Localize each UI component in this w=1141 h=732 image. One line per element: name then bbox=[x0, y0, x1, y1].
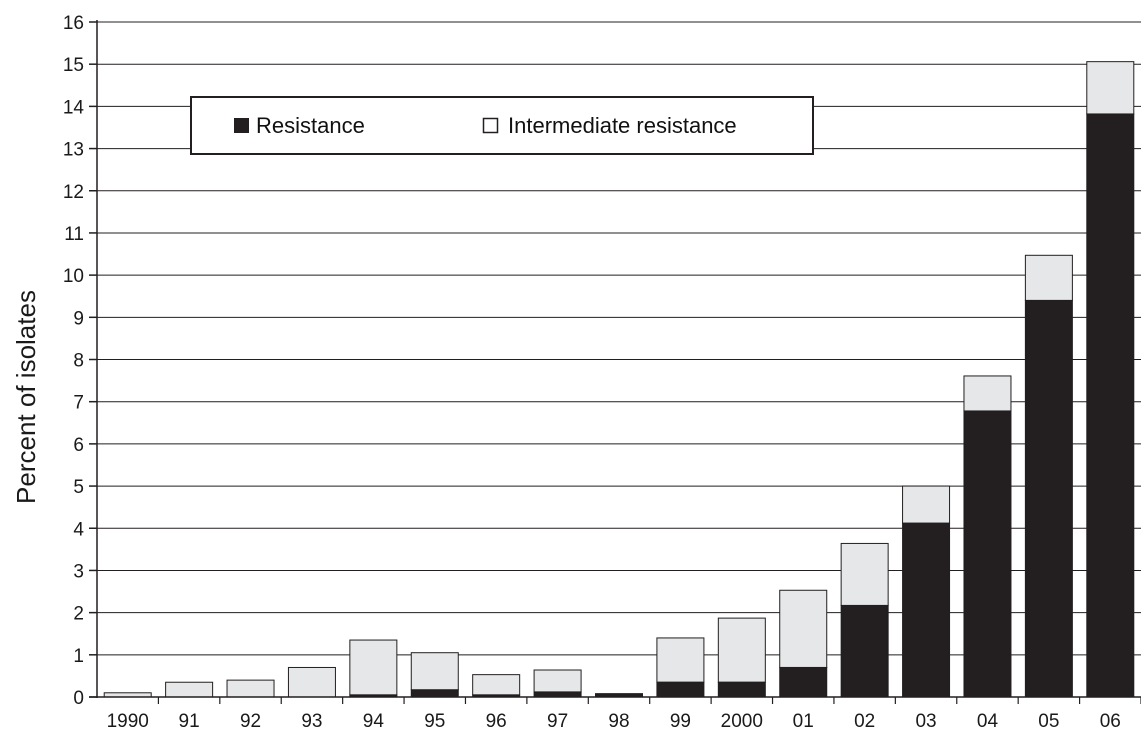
bar-resistance bbox=[1024, 299, 1073, 698]
x-tick-labels: 1990 91 92 93 94 95 96 97 98 99 2000 01 02 03 04 05 06 bbox=[107, 711, 1121, 732]
x-tick-label: 04 bbox=[977, 711, 999, 732]
x-tick-label: 05 bbox=[1038, 711, 1059, 732]
bar-intermediate-resistance bbox=[902, 485, 951, 524]
bar-intermediate-resistance bbox=[717, 617, 766, 683]
bar-intermediate-resistance bbox=[1024, 254, 1073, 301]
x-tick-label: 96 bbox=[486, 711, 507, 732]
bar-intermediate-resistance bbox=[287, 666, 336, 698]
legend-label-intermediate: Intermediate resistance bbox=[508, 113, 737, 138]
x-tick-label: 94 bbox=[363, 711, 385, 732]
bar-resistance bbox=[717, 681, 766, 698]
y-tick-label: 11 bbox=[64, 224, 84, 245]
x-tick-label: 98 bbox=[608, 711, 629, 732]
legend-label-resistance: Resistance bbox=[256, 113, 365, 138]
y-axis-title: Percent of isolates bbox=[11, 290, 41, 504]
bar-intermediate-resistance bbox=[963, 375, 1012, 412]
y-tick-label: 6 bbox=[73, 435, 84, 456]
bar-intermediate-resistance bbox=[656, 637, 705, 683]
x-tick-label: 97 bbox=[547, 711, 568, 732]
x-tick-label: 95 bbox=[424, 711, 445, 732]
y-tick-label: 7 bbox=[73, 393, 84, 414]
bar-resistance bbox=[963, 410, 1012, 698]
y-tick-label: 9 bbox=[73, 308, 84, 329]
y-tick-label: 13 bbox=[63, 140, 84, 161]
bar-intermediate-resistance bbox=[165, 681, 214, 698]
y-tick-label: 10 bbox=[63, 266, 84, 287]
legend: Resistance Intermediate resistance bbox=[190, 96, 814, 155]
x-tick-label: 99 bbox=[670, 711, 691, 732]
bar-intermediate-resistance bbox=[840, 542, 889, 606]
legend-box bbox=[190, 96, 814, 155]
bar-resistance bbox=[902, 522, 951, 698]
x-tick-label: 2000 bbox=[721, 711, 763, 732]
bar-resistance bbox=[1086, 113, 1135, 698]
x-tick-label: 1990 bbox=[107, 711, 149, 732]
bar-resistance bbox=[410, 689, 459, 698]
legend-swatch-intermediate bbox=[482, 117, 499, 134]
y-tick-label: 0 bbox=[73, 688, 84, 709]
bars bbox=[103, 61, 1135, 698]
y-tick-label: 2 bbox=[73, 604, 84, 625]
axes bbox=[89, 20, 1141, 704]
x-tick-label: 06 bbox=[1100, 711, 1121, 732]
x-tick-label: 91 bbox=[179, 711, 200, 732]
bar-resistance bbox=[779, 666, 828, 698]
bar-resistance bbox=[840, 604, 889, 698]
x-tick-label: 02 bbox=[854, 711, 875, 732]
y-tick-label: 16 bbox=[63, 13, 84, 34]
y-tick-label: 14 bbox=[63, 97, 85, 118]
bar-intermediate-resistance bbox=[349, 639, 398, 696]
bar-resistance bbox=[533, 691, 582, 698]
x-tick-label: 92 bbox=[240, 711, 261, 732]
y-tick-label: 8 bbox=[73, 351, 84, 372]
y-tick-label: 1 bbox=[73, 646, 84, 667]
bar-resistance bbox=[656, 681, 705, 698]
y-tick-label: 4 bbox=[73, 519, 84, 540]
bar-intermediate-resistance bbox=[472, 674, 521, 696]
x-tick-label: 93 bbox=[301, 711, 322, 732]
bar-intermediate-resistance bbox=[410, 652, 459, 691]
y-tick-label: 5 bbox=[73, 477, 84, 498]
y-tick-label: 12 bbox=[63, 182, 84, 203]
x-tick-label: 01 bbox=[793, 711, 814, 732]
y-tick-label: 15 bbox=[63, 55, 84, 76]
bar-intermediate-resistance bbox=[533, 669, 582, 693]
y-tick-label: 3 bbox=[73, 561, 84, 582]
bar-intermediate-resistance bbox=[1086, 61, 1135, 115]
legend-swatch-resistance bbox=[234, 118, 249, 133]
bar-intermediate-resistance bbox=[226, 679, 275, 698]
bar-intermediate-resistance bbox=[779, 589, 828, 668]
x-tick-label: 03 bbox=[915, 711, 936, 732]
